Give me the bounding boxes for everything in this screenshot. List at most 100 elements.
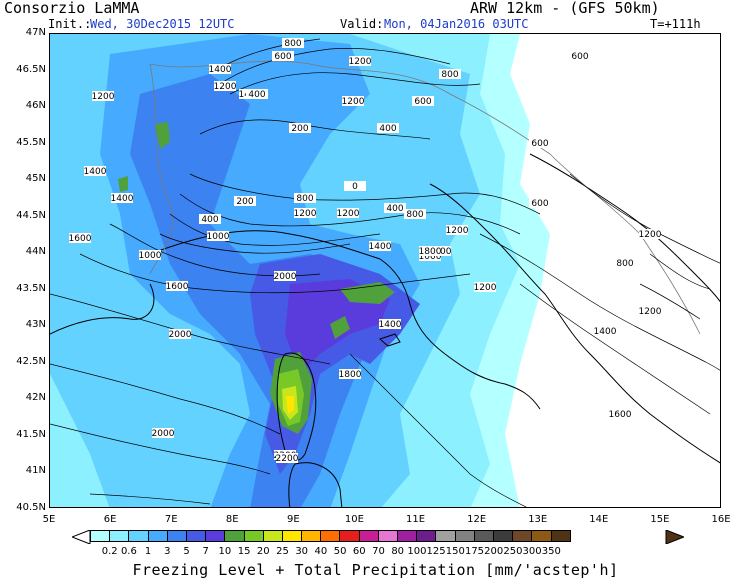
latitude-label: 41N bbox=[25, 465, 46, 477]
colorbar-segment bbox=[147, 530, 168, 542]
colorbar-label: 300 bbox=[522, 546, 542, 557]
contour-label: 1800 bbox=[419, 247, 442, 257]
contour-line bbox=[89, 493, 211, 505]
colorbar-label: 30 bbox=[295, 546, 309, 557]
contour-label-bg bbox=[282, 38, 304, 48]
contour-label-bg bbox=[474, 282, 496, 292]
contour-label: 800 bbox=[406, 210, 423, 220]
colorbar-segment bbox=[531, 530, 552, 542]
contour-label: 1400 bbox=[111, 194, 134, 204]
colorbar-label: 100 bbox=[407, 546, 427, 557]
contour-label: 2000 bbox=[169, 330, 192, 340]
contour-label-bg bbox=[152, 428, 174, 438]
border-france-italy bbox=[149, 63, 174, 275]
contour-label: 800 bbox=[284, 39, 301, 49]
contour-label-bg bbox=[369, 241, 391, 251]
freezing-level-contours bbox=[50, 38, 720, 507]
colorbar-segment bbox=[320, 530, 341, 542]
colorbar-label: 80 bbox=[391, 546, 405, 557]
contour-label-bg bbox=[569, 51, 591, 61]
colorbar-label: 125 bbox=[426, 546, 446, 557]
longitude-label: 12E bbox=[467, 514, 487, 525]
colorbar-label: 70 bbox=[372, 546, 385, 557]
contour-label: 1400 bbox=[594, 327, 617, 337]
contour-label: 600 bbox=[531, 139, 548, 149]
contour-line bbox=[189, 173, 541, 215]
contour-label: 800 bbox=[616, 259, 633, 269]
contour-line bbox=[219, 48, 451, 85]
contour-label: 400 bbox=[379, 124, 396, 134]
contour-label: 200 bbox=[236, 197, 253, 207]
valid-value: Mon, 04Jan2016 03UTC bbox=[384, 17, 529, 31]
contour-line bbox=[649, 253, 711, 290]
contour-label-bg bbox=[274, 271, 296, 281]
latitude-label: 42.5N bbox=[16, 355, 46, 367]
contour-label: 1400 bbox=[369, 242, 392, 252]
coast-elba bbox=[379, 333, 401, 347]
colorbar-right-arrow bbox=[665, 530, 684, 544]
contour-label: 2000 bbox=[152, 429, 175, 439]
colorbar-label: 250 bbox=[503, 546, 523, 557]
contour-label-bg bbox=[639, 306, 661, 316]
colorbar-segment bbox=[416, 530, 437, 542]
legend-title: Freezing Level + Total Precipitation [mm… bbox=[132, 561, 619, 579]
longitude-label: 10E bbox=[344, 514, 364, 525]
contour-line bbox=[79, 253, 471, 294]
contour-label: 0 bbox=[352, 182, 358, 192]
contour-line bbox=[169, 213, 381, 246]
contour-label: 1800 bbox=[339, 370, 362, 380]
longitude-label: 13E bbox=[528, 514, 548, 525]
contour-label-bg bbox=[207, 231, 229, 241]
colorbar-left-arrow bbox=[72, 530, 91, 544]
contour-label: 1000 bbox=[207, 232, 230, 242]
contour-line bbox=[349, 353, 527, 507]
contour-label-bg bbox=[342, 96, 364, 106]
colorbar bbox=[90, 530, 571, 542]
colorbar-segment bbox=[243, 530, 264, 542]
contour-label-bg bbox=[337, 208, 359, 218]
contour-label: 1400 bbox=[209, 65, 232, 75]
colorbar-label: 150 bbox=[445, 546, 465, 557]
contour-line bbox=[229, 72, 481, 95]
latitude-label: 45.5N bbox=[16, 136, 46, 148]
longitude-label: 6E bbox=[103, 514, 117, 525]
contour-label-bg bbox=[234, 196, 256, 206]
longitude-label: 16E bbox=[711, 514, 731, 525]
contour-label-bg bbox=[609, 409, 631, 419]
contour-labels: 800 600 1400 1200 1200 600 1400 1200 400 600 800 12… bbox=[69, 38, 662, 464]
colorbar-segment bbox=[301, 530, 322, 542]
longitude-label: 11E bbox=[406, 514, 426, 525]
contour-label-bg bbox=[594, 326, 616, 336]
contour-label-bg bbox=[377, 123, 399, 133]
contour-label-bg bbox=[199, 214, 221, 224]
colorbar-label: 175 bbox=[464, 546, 485, 557]
contour-label: 600 bbox=[571, 52, 588, 62]
contour-label: 1000 bbox=[139, 251, 162, 261]
contour-label-bg bbox=[639, 229, 661, 239]
colorbar-segment bbox=[185, 530, 207, 542]
latitude-label: 43N bbox=[25, 319, 46, 331]
contour-label-bg bbox=[419, 246, 441, 256]
map-panel: 800 600 1400 1200 1200 600 1400 1200 400 600 800 12… bbox=[49, 33, 721, 508]
contour-label: 2000 bbox=[274, 272, 297, 282]
contour-label-bg bbox=[289, 123, 311, 133]
colorbar-segment bbox=[109, 530, 130, 542]
contour-label-bg bbox=[139, 250, 161, 260]
coast-liguria-tuscany bbox=[149, 230, 541, 410]
contour-label-bg bbox=[439, 69, 461, 79]
contour-label-bg bbox=[404, 209, 426, 219]
latitude-label: 43.5N bbox=[16, 282, 46, 294]
colorbar-segment bbox=[205, 530, 226, 542]
contour-label: 400 bbox=[201, 215, 218, 225]
latitude-label: 46.5N bbox=[16, 63, 46, 75]
contour-label-bg bbox=[446, 225, 468, 235]
contour-label: 1200 bbox=[342, 97, 365, 107]
contour-label: 1200 bbox=[639, 307, 662, 317]
longitude-label: 14E bbox=[589, 514, 609, 525]
colorbar-segment bbox=[550, 530, 571, 542]
contour-label-bg bbox=[84, 166, 106, 176]
contour-label: 1200 bbox=[639, 230, 662, 240]
contour-label: 400 bbox=[248, 90, 265, 100]
init-value: Wed, 30Dec2015 12UTC bbox=[90, 17, 235, 31]
init-label: Init.: bbox=[48, 17, 92, 31]
